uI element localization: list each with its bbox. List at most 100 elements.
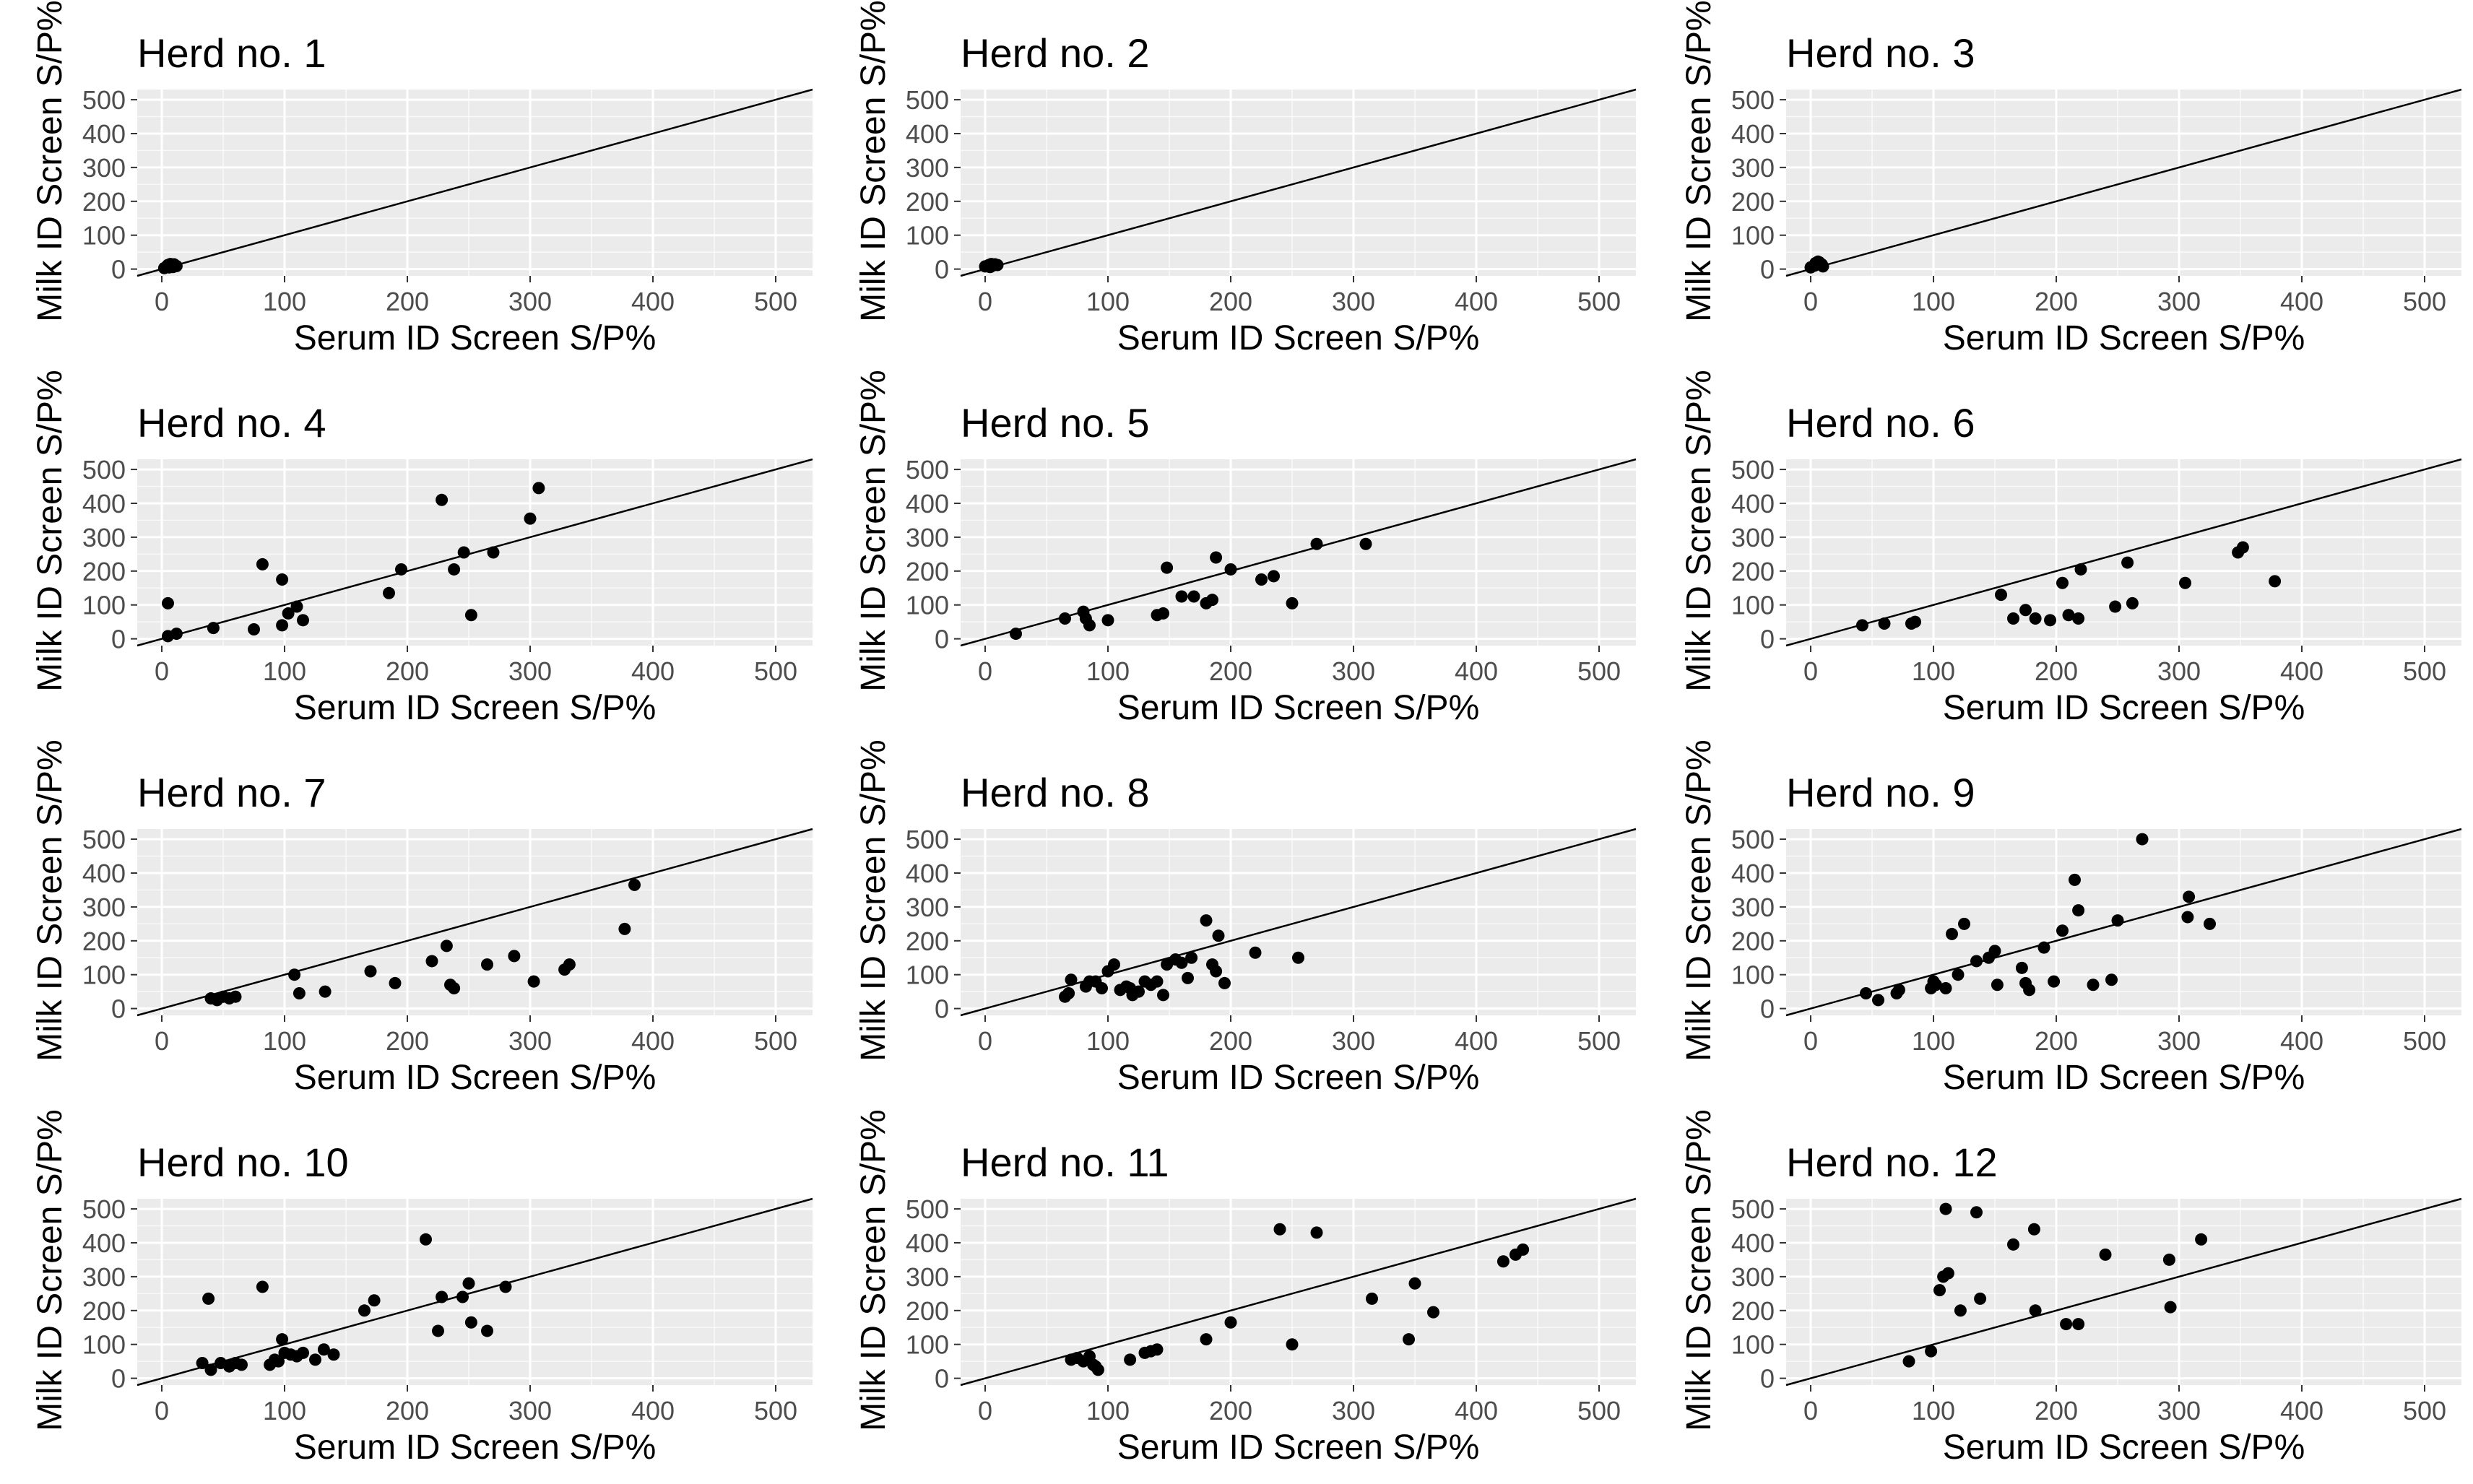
data-point bbox=[202, 1292, 215, 1305]
data-point bbox=[464, 1316, 477, 1329]
identity-line bbox=[960, 88, 1637, 277]
data-point bbox=[1497, 1255, 1510, 1268]
data-point bbox=[420, 1233, 432, 1246]
x-tick-label: 0 bbox=[978, 656, 992, 686]
y-tick-label: 300 bbox=[906, 153, 949, 183]
herd-panel-5: Herd no. 5 00 100 100 200 200 300 300 400 400 500 5… bbox=[854, 370, 1637, 727]
data-point bbox=[1310, 537, 1323, 550]
data-point bbox=[395, 563, 407, 576]
data-point bbox=[2236, 541, 2249, 554]
x-tick-label: 100 bbox=[263, 287, 306, 316]
y-tick-label: 0 bbox=[111, 994, 126, 1024]
y-tick-label: 500 bbox=[906, 455, 949, 485]
data-point bbox=[2162, 1253, 2175, 1266]
y-tick-label: 200 bbox=[1731, 927, 1775, 956]
data-point bbox=[1892, 984, 1905, 997]
y-tick-label: 200 bbox=[906, 927, 949, 956]
data-point bbox=[2179, 576, 2191, 589]
y-tick-label: 500 bbox=[1731, 1194, 1775, 1224]
x-axis-title: Serum ID Screen S/P% bbox=[1117, 689, 1480, 727]
x-tick-label: 500 bbox=[754, 1396, 797, 1426]
data-point bbox=[1200, 1333, 1213, 1346]
x-tick-label: 200 bbox=[1209, 287, 1252, 316]
data-point bbox=[2269, 575, 2282, 588]
data-point bbox=[164, 258, 177, 271]
herd-panel-2: Herd no. 2 00 100 100 200 200 300 300 400 400 500 5… bbox=[854, 0, 1637, 357]
y-tick-label: 500 bbox=[82, 825, 126, 854]
data-point bbox=[276, 619, 289, 632]
herd-panel-6: Herd no. 6 00 100 100 200 200 300 300 400 400 500 5… bbox=[1680, 370, 2462, 727]
y-tick-label: 200 bbox=[906, 557, 949, 586]
y-tick-label: 100 bbox=[1731, 960, 1775, 990]
x-axis-title: Serum ID Screen S/P% bbox=[294, 319, 657, 357]
x-tick-label: 0 bbox=[1803, 656, 1818, 686]
data-point bbox=[1408, 1277, 1421, 1290]
data-point bbox=[1108, 958, 1120, 971]
x-tick-label: 400 bbox=[1455, 656, 1498, 686]
y-tick-label: 500 bbox=[1731, 85, 1775, 115]
x-tick-label: 300 bbox=[508, 287, 552, 316]
y-axis-title: Milk ID Screen S/P% bbox=[1680, 0, 1718, 321]
panel-title: Herd no. 1 bbox=[137, 30, 326, 76]
y-tick-label: 300 bbox=[82, 1262, 126, 1292]
data-point bbox=[2164, 1301, 2177, 1314]
herd-panel-7: Herd no. 7 00 100 100 200 200 300 300 400 400 500 5… bbox=[31, 739, 813, 1097]
data-point bbox=[2037, 941, 2050, 954]
x-axis-title: Serum ID Screen S/P% bbox=[294, 689, 657, 727]
x-tick-label: 400 bbox=[2280, 1396, 2323, 1426]
data-point bbox=[1366, 1292, 1378, 1305]
data-point bbox=[2121, 556, 2134, 569]
data-point bbox=[196, 1357, 209, 1370]
data-point bbox=[229, 990, 242, 1003]
x-tick-label: 400 bbox=[2280, 287, 2323, 316]
data-point bbox=[2056, 576, 2069, 589]
x-tick-label: 500 bbox=[754, 287, 797, 316]
data-point bbox=[2204, 917, 2216, 930]
data-point bbox=[1059, 612, 1071, 625]
y-tick-label: 500 bbox=[1731, 455, 1775, 485]
data-point bbox=[2181, 911, 2194, 924]
y-tick-label: 100 bbox=[82, 960, 126, 990]
data-point bbox=[2074, 563, 2087, 576]
x-tick-label: 200 bbox=[2035, 1026, 2078, 1056]
data-point bbox=[309, 1353, 321, 1366]
identity-line bbox=[137, 828, 813, 1017]
y-tick-label: 400 bbox=[82, 859, 126, 888]
x-tick-label: 500 bbox=[754, 1026, 797, 1056]
x-tick-label: 300 bbox=[2157, 1026, 2201, 1056]
y-tick-label: 400 bbox=[906, 1228, 949, 1258]
x-tick-label: 200 bbox=[386, 1026, 429, 1056]
data-point bbox=[282, 607, 295, 620]
data-point bbox=[276, 1333, 289, 1346]
data-point bbox=[1206, 594, 1218, 607]
data-point bbox=[276, 573, 289, 586]
data-point bbox=[2029, 612, 2042, 625]
y-tick-label: 100 bbox=[1731, 221, 1775, 251]
data-point bbox=[1101, 614, 1114, 627]
y-axis-title: Milk ID Screen S/P% bbox=[31, 739, 69, 1061]
data-point bbox=[2126, 596, 2139, 609]
y-tick-label: 100 bbox=[82, 1330, 126, 1360]
data-point bbox=[2069, 873, 2081, 886]
x-tick-label: 300 bbox=[508, 1396, 552, 1426]
data-point bbox=[1958, 917, 1970, 930]
data-point bbox=[2007, 612, 2019, 625]
data-point bbox=[425, 955, 438, 968]
x-axis-title: Serum ID Screen S/P% bbox=[1943, 1059, 2305, 1097]
data-point bbox=[2072, 1318, 2085, 1331]
data-point bbox=[1925, 1345, 1938, 1358]
y-tick-label: 200 bbox=[1731, 1296, 1775, 1326]
herd-panel-9: Herd no. 9 00 100 100 200 200 300 300 400 400 500 5… bbox=[1680, 739, 2462, 1097]
data-point bbox=[2062, 609, 2075, 622]
data-point bbox=[1909, 615, 1921, 628]
data-point bbox=[2183, 890, 2196, 903]
y-tick-label: 200 bbox=[906, 1296, 949, 1326]
data-point bbox=[170, 628, 183, 641]
y-tick-label: 400 bbox=[82, 119, 126, 149]
y-tick-label: 400 bbox=[1731, 1228, 1775, 1258]
x-axis-title: Serum ID Screen S/P% bbox=[1117, 1428, 1480, 1467]
y-tick-label: 400 bbox=[82, 1228, 126, 1258]
x-tick-label: 500 bbox=[1577, 1026, 1621, 1056]
data-point bbox=[162, 596, 174, 609]
